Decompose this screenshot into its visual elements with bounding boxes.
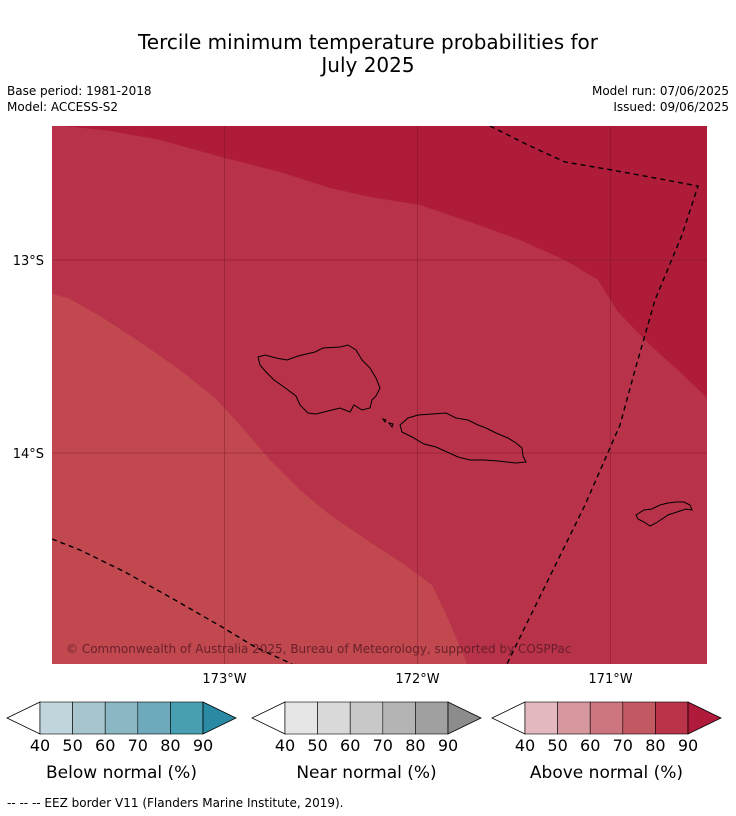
near-normal-segment <box>383 702 416 734</box>
near-normal-segment <box>318 702 351 734</box>
above-normal-tick-label: 50 <box>547 736 567 755</box>
above-normal-tick-label: 70 <box>613 736 633 755</box>
lon-label-171w: 171°W <box>588 672 632 687</box>
above-normal-low-extend <box>492 702 525 734</box>
near-normal-tick-label: 70 <box>373 736 393 755</box>
near-normal-tick-label: 40 <box>275 736 295 755</box>
lon-label-172w: 172°W <box>395 672 439 687</box>
lat-labels: 13°S 14°S <box>13 254 44 462</box>
above-normal-tick-label: 90 <box>678 736 698 755</box>
below-normal-tick-label: 40 <box>30 736 50 755</box>
below-normal-label: Below normal (%) <box>46 763 197 783</box>
below-normal-segment <box>73 702 106 734</box>
above-normal-label: Above normal (%) <box>530 763 683 783</box>
below-normal-high-extend <box>203 702 236 734</box>
above-normal-segment <box>623 702 656 734</box>
below-normal-colorbar: 40 50 60 70 80 90 Below normal (%) <box>7 702 236 783</box>
above-normal-tick-label: 60 <box>580 736 600 755</box>
map-figure: © Commonwealth of Australia 2025, Bureau… <box>0 0 736 816</box>
lat-label-13s: 13°S <box>13 254 44 269</box>
lat-label-14s: 14°S <box>13 447 44 462</box>
map-panel[interactable]: © Commonwealth of Australia 2025, Bureau… <box>52 126 707 664</box>
below-normal-tick-label: 80 <box>160 736 180 755</box>
above-normal-tick-label: 40 <box>515 736 535 755</box>
above-normal-segment <box>558 702 591 734</box>
below-normal-tick-label: 70 <box>128 736 148 755</box>
copyright-text: © Commonwealth of Australia 2025, Bureau… <box>66 642 571 656</box>
below-normal-segment <box>138 702 171 734</box>
above-normal-segment <box>590 702 623 734</box>
near-normal-segment <box>415 702 448 734</box>
near-normal-tick-label: 50 <box>307 736 327 755</box>
lon-label-173w: 173°W <box>202 672 246 687</box>
below-normal-segment <box>105 702 138 734</box>
lon-labels: 173°W 172°W 171°W <box>202 672 632 687</box>
below-normal-tick-label: 90 <box>193 736 213 755</box>
near-normal-label: Near normal (%) <box>296 763 436 783</box>
near-normal-high-extend <box>448 702 481 734</box>
above-normal-tick-label: 80 <box>645 736 665 755</box>
colorbar-legends: 40 50 60 70 80 90 Below normal (%) 40 50 60 70 80 90… <box>7 702 721 783</box>
near-normal-segment <box>350 702 383 734</box>
below-normal-tick-label: 50 <box>62 736 82 755</box>
below-normal-low-extend <box>7 702 40 734</box>
above-normal-segment <box>655 702 688 734</box>
above-normal-high-extend <box>688 702 721 734</box>
below-normal-tick-label: 60 <box>95 736 115 755</box>
near-normal-tick-label: 80 <box>405 736 425 755</box>
near-normal-segment <box>285 702 318 734</box>
near-normal-low-extend <box>252 702 285 734</box>
eez-note: -- -- -- EEZ border V11 (Flanders Marine… <box>7 796 344 810</box>
below-normal-segment <box>40 702 73 734</box>
above-normal-segment <box>525 702 558 734</box>
near-normal-tick-label: 90 <box>438 736 458 755</box>
above-normal-colorbar: 40 50 60 70 80 90 Above normal (%) <box>492 702 721 783</box>
near-normal-tick-label: 60 <box>340 736 360 755</box>
below-normal-segment <box>170 702 203 734</box>
